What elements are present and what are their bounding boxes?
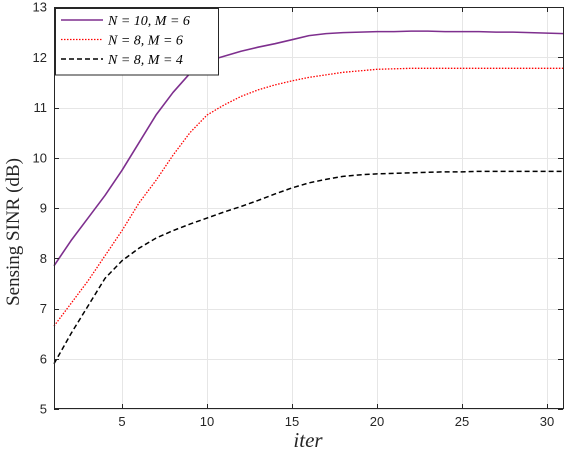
legend-label-2: N = 8, M = 6 <box>107 34 183 49</box>
x-tick-label: 20 <box>370 414 384 429</box>
y-tick-label: 6 <box>40 351 47 366</box>
legend: N = 10, M = 6 N = 8, M = 6 N = 8, M = 4 <box>55 8 219 76</box>
y-tick-label: 10 <box>33 150 47 165</box>
tick-labels: 5 10 15 20 25 30 5 6 7 8 9 10 11 12 13 <box>33 0 555 429</box>
y-tick-label: 11 <box>34 100 48 115</box>
x-tick-label: 5 <box>118 414 125 429</box>
x-tick-label: 25 <box>455 414 469 429</box>
series-line-3 <box>53 170 564 365</box>
y-axis-title: Sensing SINR (dB) <box>3 158 24 306</box>
x-tick-label: 15 <box>285 414 299 429</box>
y-tick-label: 13 <box>33 0 47 15</box>
series-line-1 <box>53 30 564 267</box>
x-axis-title: iter <box>293 428 323 452</box>
x-tick-label: 30 <box>540 414 554 429</box>
y-tick-label: 5 <box>40 402 47 417</box>
legend-label-3: N = 8, M = 4 <box>107 53 183 68</box>
series-layer <box>53 30 564 365</box>
x-tick-label: 10 <box>200 414 214 429</box>
y-tick-label: 12 <box>33 50 47 65</box>
y-tick-label: 7 <box>40 301 47 316</box>
series-line-2 <box>53 67 564 327</box>
y-tick-label: 8 <box>40 251 47 266</box>
legend-label-1: N = 10, M = 6 <box>107 14 190 29</box>
y-tick-label: 9 <box>40 201 47 216</box>
